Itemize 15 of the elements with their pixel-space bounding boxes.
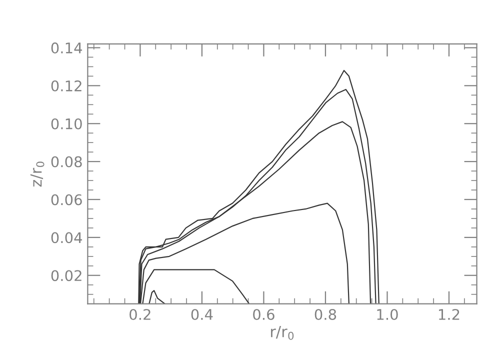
y-tick-label: 0.02 [51,270,82,282]
x-tick-label: 1.2 [439,308,460,320]
x-tick-label: 0.2 [130,308,150,320]
x-tick-label: 0.6 [253,308,274,320]
x-tick-label: 0.4 [191,308,213,320]
y-tick-label: 0.06 [51,194,82,206]
y-tick-label: 0.14 [51,42,82,54]
y-tick-label: 0.12 [51,80,82,92]
x-tick-label: 0.8 [314,308,336,320]
y-axis-title: z/r$_{0}$ [30,162,44,187]
x-tick-label: 1.0 [377,308,398,320]
x-axis-title: r/r$_{0}$ [271,326,294,340]
y-tick-label: 0.10 [51,118,82,130]
y-tick-label: 0.04 [51,232,82,244]
y-tick-label: 0.08 [51,156,82,168]
